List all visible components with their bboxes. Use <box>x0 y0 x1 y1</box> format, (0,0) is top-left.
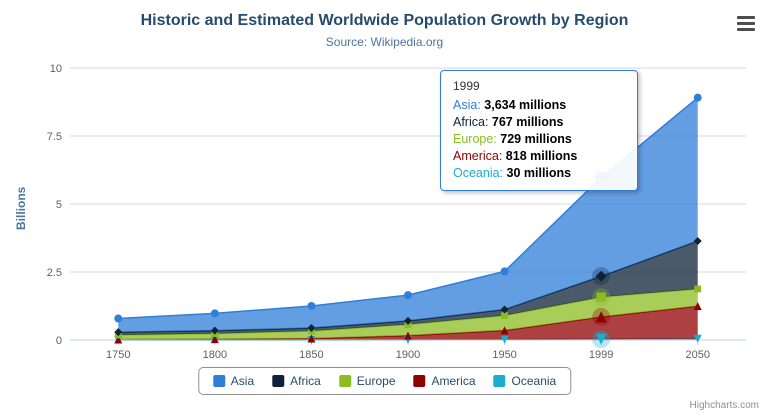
y-axis-tick-label: 0 <box>56 335 62 347</box>
legend-item-europe[interactable]: Europe <box>338 374 396 388</box>
y-axis-tick-label: 10 <box>50 63 62 75</box>
legend-label: Africa <box>290 374 321 388</box>
legend-item-asia[interactable]: Asia <box>212 374 255 388</box>
y-axis-title: Billions <box>14 186 28 230</box>
marker-asia-2050[interactable] <box>693 93 702 102</box>
tooltip-header: 1999 <box>453 79 480 93</box>
credits-link[interactable]: Highcharts.com <box>689 400 759 411</box>
marker-africa-1999[interactable] <box>595 270 607 282</box>
x-axis-tick-label: 1750 <box>106 349 130 361</box>
x-axis-tick-label: 1999 <box>589 349 613 361</box>
area-america <box>118 306 698 340</box>
x-axis-tick-label: 1950 <box>492 349 516 361</box>
legend-label: America <box>431 374 476 388</box>
marker-america-2050[interactable] <box>693 302 702 311</box>
legend-symbol-asia <box>212 375 225 387</box>
tooltip-row-europe: Europe: 729 millions <box>453 132 572 146</box>
marker-africa-1850[interactable] <box>307 323 316 332</box>
marker-europe-2050[interactable] <box>694 285 702 293</box>
hamburger-bar <box>737 22 755 25</box>
marker-asia-1800[interactable] <box>210 309 219 318</box>
legend-item-oceania[interactable]: Oceania <box>493 374 557 388</box>
tooltip-row-africa: Africa: 767 millions <box>453 115 564 129</box>
area-africa <box>118 240 698 336</box>
x-axis-tick-label: 1800 <box>203 349 227 361</box>
legend-symbol-europe <box>338 375 351 387</box>
tooltip-rows: Asia: 3,634 millions Africa: 767 millions… <box>453 97 625 182</box>
marker-africa-1750[interactable] <box>114 328 123 337</box>
area-asia <box>118 97 698 333</box>
x-axis-tick-label: 1900 <box>396 349 420 361</box>
marker-asia-1900[interactable] <box>404 291 412 300</box>
marker-asia-1850[interactable] <box>307 301 316 310</box>
tooltip-row-asia: Asia: 3,634 millions <box>453 98 567 112</box>
tooltip: 1999 Asia: 3,634 millions Africa: 767 mil… <box>440 70 638 191</box>
legend-label: Oceania <box>511 374 557 388</box>
legend-symbol-america <box>413 375 426 387</box>
marker-america-1950[interactable] <box>500 326 509 335</box>
x-axis-tick-label: 2050 <box>685 349 709 361</box>
marker-oceania-2050[interactable] <box>693 334 702 343</box>
legend: Asia Africa Europe America Oceania <box>197 367 572 395</box>
legend-label: Europe <box>356 374 396 388</box>
marker-europe-1999[interactable] <box>596 292 606 302</box>
chart-title: Historic and Estimated Worldwide Populat… <box>140 12 629 29</box>
y-axis-tick-label: 7.5 <box>47 131 62 143</box>
marker-america-1850[interactable] <box>307 334 316 343</box>
marker-america-1800[interactable] <box>210 335 219 344</box>
marker-america-1750[interactable] <box>114 335 123 344</box>
hamburger-bar <box>737 28 755 31</box>
x-axis-tick-label: 1850 <box>299 349 323 361</box>
marker-oceania-1999[interactable] <box>595 333 607 345</box>
legend-symbol-oceania <box>493 375 506 387</box>
marker-africa-1950[interactable] <box>500 305 509 314</box>
hamburger-bar <box>737 16 755 19</box>
marker-africa-1800[interactable] <box>210 326 219 335</box>
marker-africa-1900[interactable] <box>404 316 412 325</box>
marker-asia-1750[interactable] <box>114 314 123 323</box>
marker-africa-2050[interactable] <box>693 236 702 245</box>
legend-item-america[interactable]: America <box>413 374 476 388</box>
y-axis-tick-label: 5 <box>56 199 62 211</box>
tooltip-row-oceania: Oceania: 30 millions <box>453 166 572 180</box>
chart-subtitle: Source: Wikipedia.org <box>325 35 444 49</box>
marker-america-1999[interactable] <box>595 311 607 323</box>
legend-label: Asia <box>230 374 255 388</box>
marker-asia-1950[interactable] <box>500 267 509 276</box>
y-axis-tick-label: 2.5 <box>47 267 62 279</box>
legend-symbol-africa <box>272 375 285 387</box>
legend-item-africa[interactable]: Africa <box>272 374 321 388</box>
marker-europe-1950[interactable] <box>501 312 508 319</box>
marker-oceania-1950[interactable] <box>500 335 509 344</box>
tooltip-row-america: America: 818 millions <box>453 149 578 163</box>
hamburger-menu-icon[interactable] <box>737 16 755 31</box>
marker-america-1900[interactable] <box>404 331 412 340</box>
